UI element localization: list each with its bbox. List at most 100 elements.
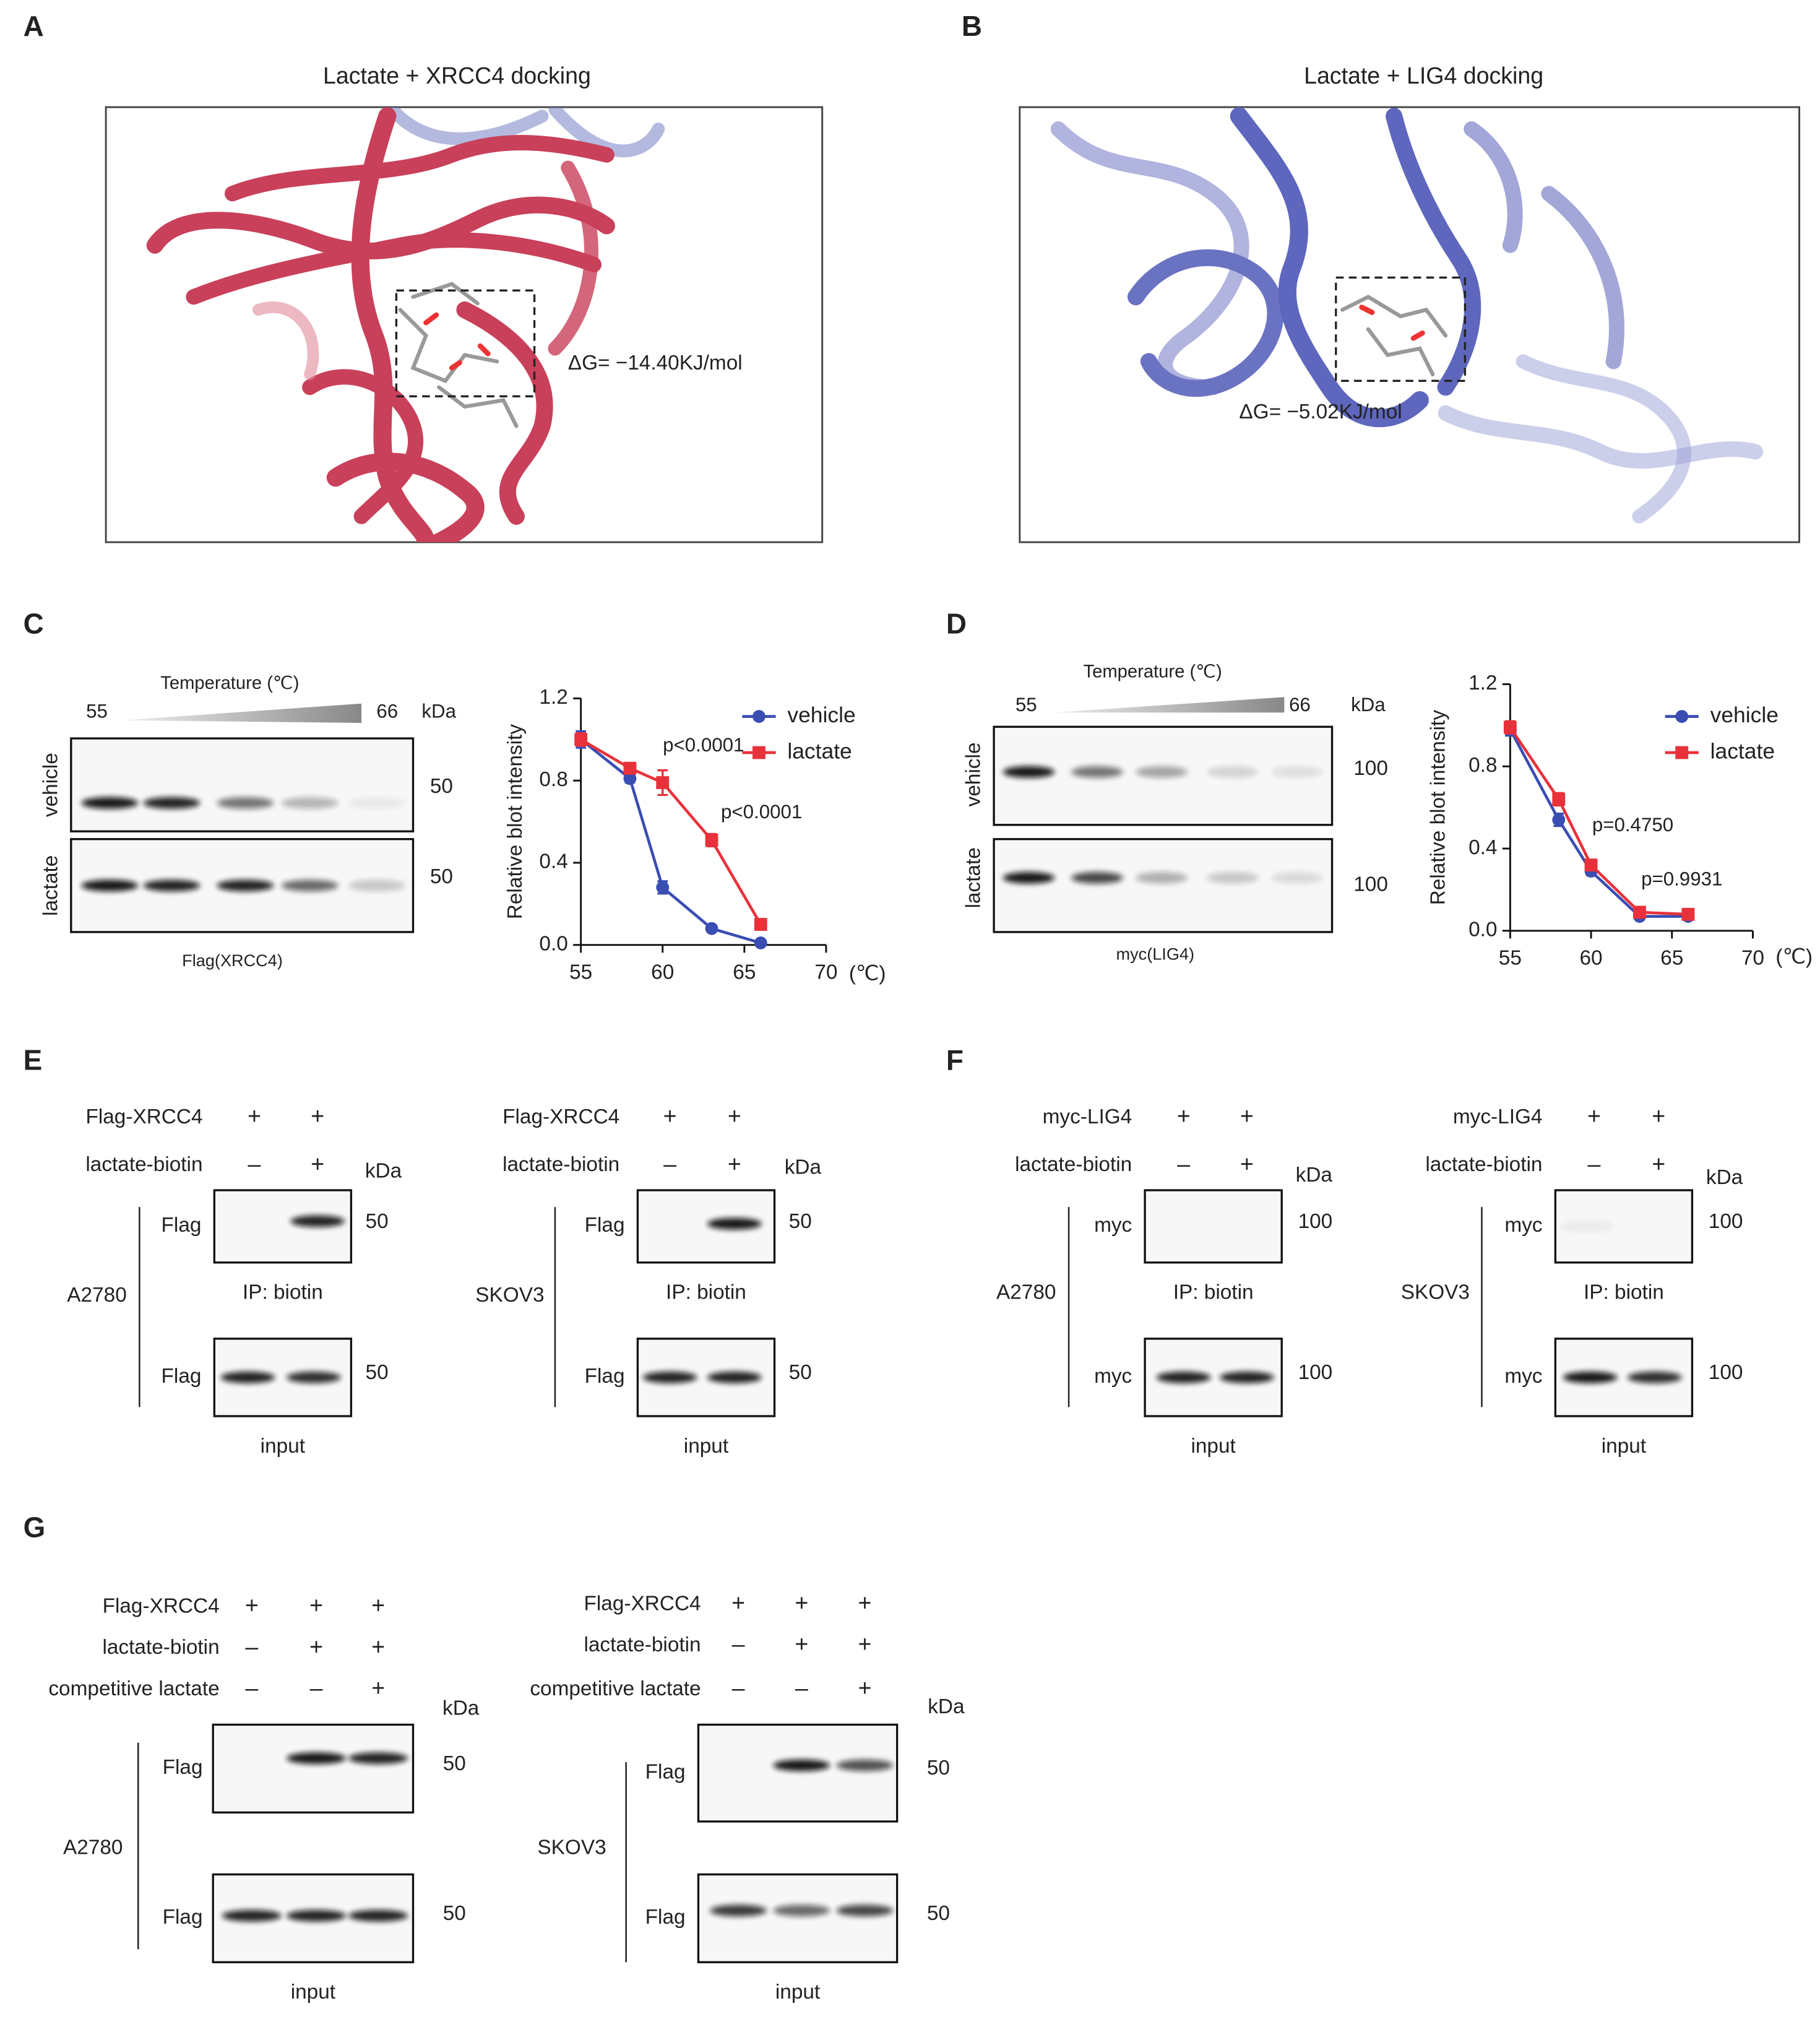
band [642,1372,697,1383]
panel-label: D [946,608,967,640]
y-tick-label: 0.8 [539,768,567,791]
condition-label: lactate-biotin [1015,1153,1132,1176]
band [348,797,405,809]
y-tick-label: 0.0 [1469,919,1497,941]
mw-label: 100 [1709,1210,1743,1233]
row-label: lactate [962,847,985,908]
annotation: p<0.0001 [721,801,802,823]
legend-label: lactate [787,738,852,763]
condition-label: lactate-biotin [1425,1153,1542,1176]
condition-label: Flag-XRCC4 [85,1105,202,1128]
marker [1681,907,1695,921]
band [1003,766,1055,778]
blot-caption: myc(LIG4) [1116,945,1195,964]
band [1560,1221,1615,1232]
mw-label: 50 [789,1210,812,1233]
x-tick-label: 65 [733,961,756,984]
condition-sign: + [309,1633,323,1659]
band [1071,766,1123,778]
cell-line: SKOV3 [475,1284,544,1307]
x-tick-label: 70 [1741,946,1764,969]
band [281,880,339,892]
mw-label: 50 [430,865,453,888]
band [707,1217,762,1230]
blot-caption: IP: biotin [1584,1281,1664,1304]
condition-label: Flag-XRCC4 [103,1594,220,1617]
label: Temperature (℃) [1084,662,1222,681]
mw-label: 100 [1298,1361,1333,1384]
y-tick-label: 0.4 [1469,836,1497,859]
blot-caption: IP: biotin [243,1281,323,1304]
condition-sign: + [311,1103,324,1129]
marker [656,881,670,894]
band [1136,766,1188,778]
panel-label: F [946,1044,964,1076]
blot-caption: input [291,1981,336,2004]
band [1628,1372,1682,1383]
x-tick-label: 60 [651,961,674,984]
label: 55 [1016,694,1037,716]
marker [705,833,718,847]
docking-title: Lactate + XRCC4 docking [323,63,591,89]
condition-label: Flag-XRCC4 [502,1105,619,1128]
band [217,797,274,809]
condition-sign: + [858,1631,872,1657]
blot-caption: input [775,1981,821,2004]
band [290,1215,345,1227]
x-tick-label: 70 [814,961,837,984]
docking-energy: ΔG= −14.40KJ/mol [568,352,743,374]
band [143,797,201,809]
band [773,1904,830,1917]
protein-ribbon [146,107,665,542]
mw-label: 100 [1353,873,1388,896]
marker [623,772,637,785]
label: Temperature (℃) [160,673,299,693]
condition-sign: + [248,1103,261,1129]
condition-sign: + [795,1631,808,1657]
condition-sign: + [663,1103,677,1129]
band [222,1909,282,1922]
band [836,1759,894,1771]
band [773,1759,830,1771]
label: kDa [421,701,456,722]
blot [1554,1189,1694,1264]
binding-site-box [395,289,536,397]
condition-sign: + [858,1589,872,1615]
cell-line: A2780 [63,1836,123,1859]
condition-label: lactate-biotin [103,1636,220,1659]
marker [1584,858,1598,871]
condition-sign: – [732,1631,745,1657]
annotation: p=0.4750 [1592,814,1673,836]
blot-label: Flag [162,1214,202,1237]
condition-label: Flag-XRCC4 [584,1592,701,1615]
blot-label: myc [1504,1214,1542,1237]
condition-label: competitive lactate [48,1677,219,1700]
band [1156,1372,1211,1383]
blot-caption: input [1602,1435,1647,1458]
mw-label: 50 [430,775,453,798]
band [81,797,139,809]
annotation: p=0.9931 [1641,868,1722,890]
panel-label: B [962,10,982,42]
band [220,1372,275,1383]
marker [754,936,767,949]
panel-label: E [24,1044,43,1076]
condition-label: myc-LIG4 [1043,1105,1132,1128]
blot-caption: input [1191,1435,1236,1458]
y-axis-title: Relative blot intensity [1426,710,1449,906]
legend-label: vehicle [787,703,855,727]
blot-caption: IP: biotin [1173,1281,1254,1304]
label: 66 [376,701,398,722]
condition-label: myc-LIG4 [1453,1105,1543,1128]
mw-label: 100 [1709,1361,1743,1384]
panel-label: C [24,608,44,640]
blot [70,737,415,832]
mw-label: 50 [366,1361,389,1384]
marker [754,918,767,931]
blot [697,1723,899,1823]
panel-label: A [24,10,44,42]
blot-label: Flag [585,1365,625,1388]
mw-label: 100 [1298,1210,1333,1233]
